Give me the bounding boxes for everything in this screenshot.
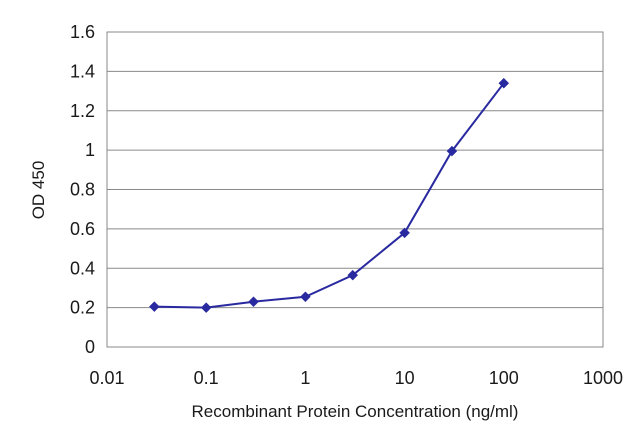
data-point-marker: [498, 77, 510, 89]
x-tick-label: 100: [489, 368, 519, 388]
series-group: [148, 77, 510, 313]
y-tick-label: 0.8: [70, 180, 95, 200]
y-tick-label: 1.4: [70, 61, 95, 81]
y-axis-title: OD 450: [29, 161, 48, 220]
x-tick-label: 1: [300, 368, 310, 388]
y-tick-label: 1: [85, 140, 95, 160]
y-tick-label: 0.2: [70, 298, 95, 318]
x-axis-title: Recombinant Protein Concentration (ng/ml…: [192, 402, 519, 421]
x-tick-label: 0.01: [89, 368, 124, 388]
x-tick-label: 1000: [583, 368, 623, 388]
data-point-marker: [300, 291, 311, 303]
data-point-marker: [200, 302, 212, 313]
x-tick-label: 10: [395, 368, 415, 388]
y-tick-labels: 0 0.2 0.4 0.6 0.8 1 1.2 1.4 1.6: [70, 22, 95, 357]
y-tick-label: 0.6: [70, 219, 95, 239]
y-tick-label: 0.4: [70, 258, 95, 278]
y-tick-label: 1.6: [70, 22, 95, 42]
data-point-marker: [347, 269, 359, 281]
data-point-marker: [248, 296, 259, 308]
data-point-marker: [446, 145, 458, 157]
x-tick-labels: 0.01 0.1 1 10 100 1000: [89, 368, 623, 388]
y-tick-label: 1.2: [70, 101, 95, 121]
data-point-marker: [148, 301, 160, 312]
x-tick-label: 0.1: [194, 368, 219, 388]
series-line: [154, 82, 505, 309]
y-tick-label: 0: [85, 337, 95, 357]
data-point-marker: [399, 227, 410, 239]
